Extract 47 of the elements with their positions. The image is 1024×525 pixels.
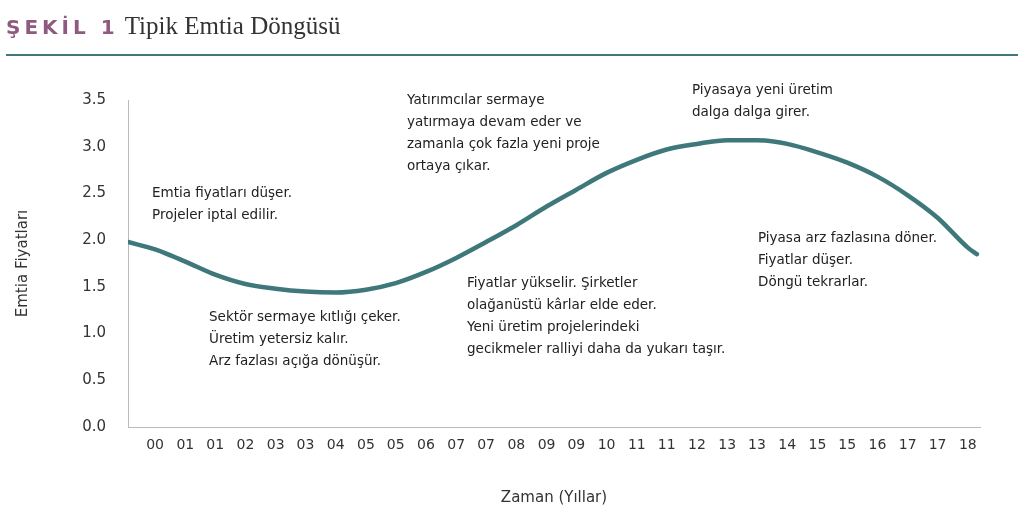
x-tick-label: 01 <box>176 436 195 453</box>
x-tick-label: 17 <box>898 436 917 453</box>
x-tick-label: 16 <box>868 436 887 453</box>
x-tick-label: 17 <box>928 436 947 453</box>
x-tick-label: 15 <box>838 436 857 453</box>
chart-title: ŞEKİL 1 <box>6 15 119 39</box>
x-tick-label: 02 <box>236 436 255 453</box>
x-tick-label: 14 <box>778 436 797 453</box>
x-tick-label: 06 <box>417 436 435 453</box>
x-tick-label: 05 <box>386 436 405 453</box>
x-tick-label: 03 <box>296 436 315 453</box>
annotation: Yatırımcılar sermaye yatırmaya devam eder ve zamanla çok fazla yeni proje ortaya çıkar. <box>407 90 600 175</box>
x-tick-label: 13 <box>718 436 737 453</box>
x-tick-label: 01 <box>206 436 225 453</box>
x-tick-label: 10 <box>597 436 616 453</box>
x-tick-label: 09 <box>537 436 556 453</box>
x-tick-label: 09 <box>567 436 586 453</box>
x-tick-label: 05 <box>357 436 375 453</box>
y-tick-label: 0.5 <box>82 370 106 389</box>
y-tick-label: 3.0 <box>82 136 106 155</box>
y-tick-label: 0.0 <box>82 416 106 435</box>
x-axis-title: Zaman (Yıllar) <box>500 487 608 506</box>
annotation: Fiyatlar yükselir. Şirketler olağanüstü kârlar elde eder. Yeni üretim projelerindeki gecikmeler ralliyi daha da yukarı taşır. <box>467 273 726 358</box>
x-tick-label: 15 <box>808 436 827 453</box>
x-tick-label: 12 <box>687 436 706 453</box>
x-tick-label: 07 <box>477 436 495 453</box>
y-tick-label: 1.5 <box>82 276 106 295</box>
x-tick-label: 00 <box>146 436 164 453</box>
chart-subtitle: Tipik Emtia Döngüsü <box>124 12 341 39</box>
y-tick-label: 2.5 <box>82 183 106 202</box>
x-tick-label: 07 <box>447 436 466 453</box>
annotation: Piyasa arz fazlasına döner. Fiyatlar düşer. Döngü tekrarlar. <box>758 228 937 291</box>
y-tick-label: 1.0 <box>82 323 106 342</box>
x-tick-label: 18 <box>958 436 977 453</box>
x-tick-label: 11 <box>657 436 676 453</box>
x-tick-label: 13 <box>748 436 766 453</box>
y-tick-label: 3.5 <box>82 89 106 108</box>
x-tick-label: 08 <box>507 436 526 453</box>
x-tick-label: 11 <box>627 436 646 453</box>
annotation: Emtia fiyatları düşer. Projeler iptal edilir. <box>152 183 293 224</box>
y-tick-label: 2.0 <box>82 230 106 249</box>
x-tick-label: 04 <box>326 436 345 453</box>
annotation: Piyasaya yeni üretim dalga dalga girer. <box>692 80 833 121</box>
annotation: Sektör sermaye kıtlığı çeker. Üretim yetersiz kalır. Arz fazlası açığa dönüşür. <box>209 307 401 370</box>
line-series <box>128 137 980 295</box>
y-axis-title: Emtia Fiyatları <box>12 209 31 318</box>
x-tick-label: 03 <box>266 436 285 453</box>
